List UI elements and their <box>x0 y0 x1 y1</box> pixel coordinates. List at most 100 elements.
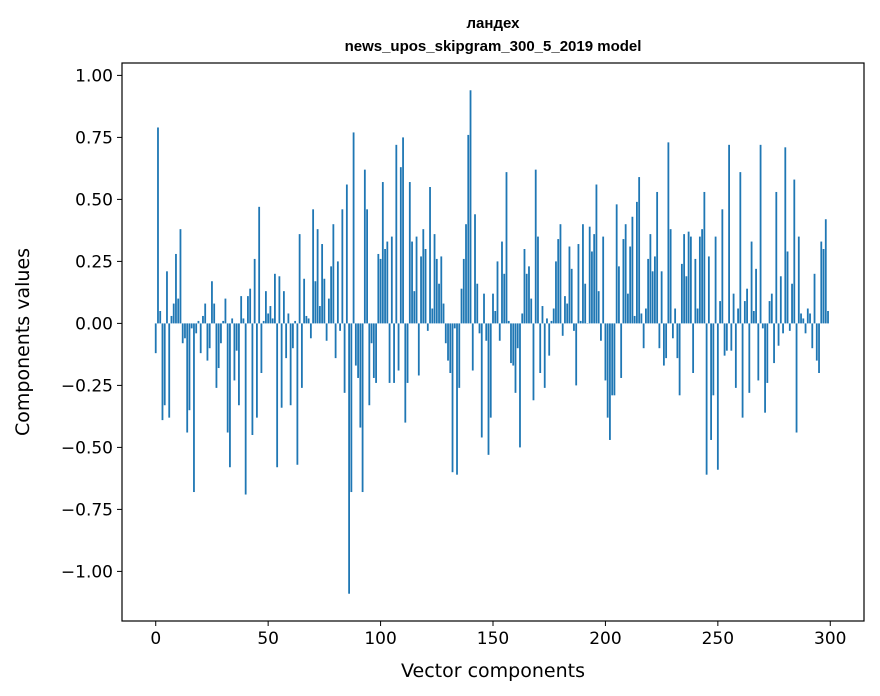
bar-118 <box>420 256 422 324</box>
bar-87 <box>350 323 353 493</box>
bar-241 <box>696 308 699 324</box>
bar-49 <box>265 291 267 324</box>
y-tick-label: −0.75 <box>61 500 113 520</box>
chart-title-line1: ландех <box>467 15 521 32</box>
bar-224 <box>658 323 661 349</box>
bar-128 <box>442 303 445 324</box>
bar-219 <box>647 258 650 324</box>
bar-72 <box>316 229 319 324</box>
bar-152 <box>496 261 499 324</box>
bar-32 <box>226 323 229 433</box>
bar-205 <box>615 204 618 324</box>
bar-8 <box>172 303 175 324</box>
bar-125 <box>435 258 438 324</box>
bar-156 <box>505 172 508 324</box>
bar-211 <box>629 246 632 324</box>
bar-216 <box>640 313 643 324</box>
bar-6 <box>168 323 171 418</box>
bar-179 <box>557 239 560 324</box>
bar-61 <box>291 323 294 349</box>
bar-235 <box>683 234 686 324</box>
bar-157 <box>507 320 510 324</box>
bar-90 <box>357 323 359 378</box>
bar-183 <box>566 303 569 324</box>
bar-119 <box>422 229 425 324</box>
bar-225 <box>660 271 663 324</box>
bar-198 <box>600 323 602 341</box>
bar-276 <box>775 191 778 324</box>
bar-232 <box>676 323 679 359</box>
bar-265 <box>750 241 753 324</box>
bar-229 <box>669 229 672 324</box>
bar-74 <box>321 244 324 324</box>
bar-238 <box>689 236 692 324</box>
bar-243 <box>701 229 704 324</box>
bar-103 <box>386 241 389 324</box>
bar-162 <box>519 323 521 448</box>
bar-283 <box>791 283 793 324</box>
bar-59 <box>287 313 290 324</box>
bar-275 <box>773 323 775 364</box>
bar-97 <box>372 323 375 378</box>
bar-95 <box>368 323 371 406</box>
bars-group <box>154 90 829 594</box>
bar-247 <box>710 323 712 440</box>
bar-104 <box>388 323 391 383</box>
bar-239 <box>692 323 695 373</box>
bar-288 <box>802 318 805 324</box>
bar-287 <box>800 313 802 324</box>
bar-145 <box>480 323 483 438</box>
bar-121 <box>426 323 429 331</box>
bar-164 <box>523 249 526 324</box>
bar-262 <box>743 301 746 324</box>
bar-109 <box>399 167 402 324</box>
bar-100 <box>379 258 382 324</box>
bar-141 <box>471 323 474 371</box>
bar-52 <box>271 318 274 324</box>
bar-268 <box>757 323 760 381</box>
bar-126 <box>438 283 440 324</box>
bar-108 <box>397 323 400 371</box>
bar-15 <box>188 323 191 411</box>
bar-146 <box>483 293 485 324</box>
x-tick-label: 50 <box>257 629 279 649</box>
bar-53 <box>274 273 276 324</box>
y-tick-label: 0.50 <box>75 190 113 210</box>
bar-2 <box>159 311 162 324</box>
bar-88 <box>352 132 355 324</box>
bar-1 <box>157 127 159 324</box>
bar-3 <box>161 323 164 421</box>
bar-185 <box>570 268 573 324</box>
bar-223 <box>656 191 659 324</box>
bar-215 <box>638 177 641 324</box>
bar-197 <box>597 291 600 324</box>
bar-23 <box>206 323 209 361</box>
bar-81 <box>336 261 339 324</box>
bar-245 <box>705 323 708 475</box>
bar-282 <box>788 323 791 331</box>
y-tick-label: −0.25 <box>61 376 113 396</box>
bar-154 <box>501 241 503 324</box>
plot-frame <box>121 62 865 622</box>
bar-236 <box>685 276 688 324</box>
bar-231 <box>674 308 677 324</box>
bar-255 <box>728 144 730 324</box>
bar-30 <box>222 320 225 324</box>
bar-160 <box>514 323 517 393</box>
bar-259 <box>737 308 739 324</box>
bar-273 <box>768 301 771 324</box>
bar-208 <box>622 239 625 324</box>
chart-title-line2: news_upos_skipgram_300_5_2019 model <box>345 38 642 55</box>
bar-110 <box>402 137 404 324</box>
bar-203 <box>611 323 614 396</box>
x-tick-label: 300 <box>814 629 846 649</box>
bar-5 <box>166 271 168 324</box>
bar-39 <box>242 318 245 324</box>
bar-212 <box>631 216 634 324</box>
bar-240 <box>694 258 697 324</box>
bar-199 <box>602 236 605 324</box>
bar-196 <box>595 184 598 324</box>
bar-261 <box>741 323 744 418</box>
bar-28 <box>217 323 220 369</box>
bar-260 <box>739 172 742 324</box>
